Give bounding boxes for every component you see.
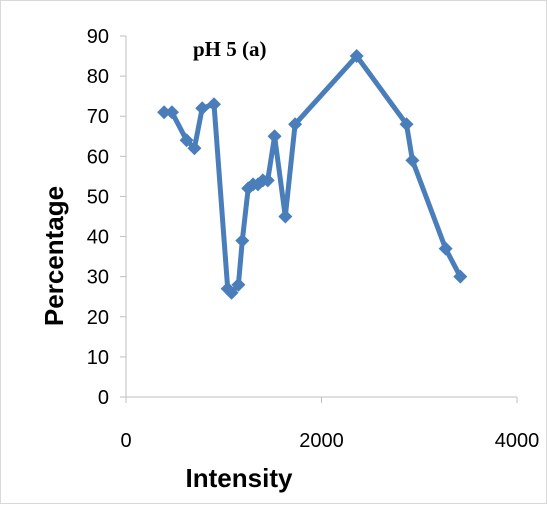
data-point bbox=[206, 97, 221, 112]
x-tick-label: 4000 bbox=[495, 430, 540, 452]
y-tick-label: 50 bbox=[87, 186, 109, 208]
data-point bbox=[267, 129, 282, 144]
data-point bbox=[224, 285, 239, 300]
data-point bbox=[235, 233, 250, 248]
y-tick-label: 30 bbox=[87, 267, 109, 289]
y-tick-label: 70 bbox=[87, 106, 109, 128]
y-axis-title: Percentage bbox=[39, 186, 69, 326]
data-point bbox=[349, 49, 364, 64]
data-point bbox=[179, 133, 194, 148]
data-point bbox=[453, 269, 468, 284]
data-point bbox=[399, 117, 414, 132]
y-tick-label: 80 bbox=[87, 66, 109, 88]
y-tick-label: 10 bbox=[87, 347, 109, 369]
y-tick-label: 40 bbox=[87, 227, 109, 249]
data-point bbox=[438, 241, 453, 256]
data-point bbox=[164, 105, 179, 120]
x-tick-label: 2000 bbox=[299, 430, 344, 452]
series-layer bbox=[157, 49, 468, 300]
y-tick-label: 0 bbox=[98, 387, 109, 409]
chart-title: pH 5 (a) bbox=[193, 37, 267, 61]
data-point bbox=[231, 277, 246, 292]
data-point bbox=[260, 173, 275, 188]
y-tick-label: 90 bbox=[87, 26, 109, 48]
y-axis-ticks: 0 10 20 30 40 50 60 70 80 90 bbox=[87, 26, 126, 409]
data-point bbox=[288, 117, 303, 132]
data-point bbox=[278, 209, 293, 224]
data-point bbox=[195, 101, 210, 116]
y-tick-label: 60 bbox=[87, 146, 109, 168]
series-line bbox=[161, 53, 463, 296]
data-point bbox=[157, 105, 172, 120]
y-tick-label: 20 bbox=[87, 307, 109, 329]
x-axis-title: Intensity bbox=[186, 463, 293, 493]
x-tick-label: 0 bbox=[120, 430, 131, 452]
data-point bbox=[405, 153, 420, 168]
x-axis-ticks: 0 2000 4000 bbox=[120, 397, 539, 452]
data-point bbox=[187, 141, 202, 156]
